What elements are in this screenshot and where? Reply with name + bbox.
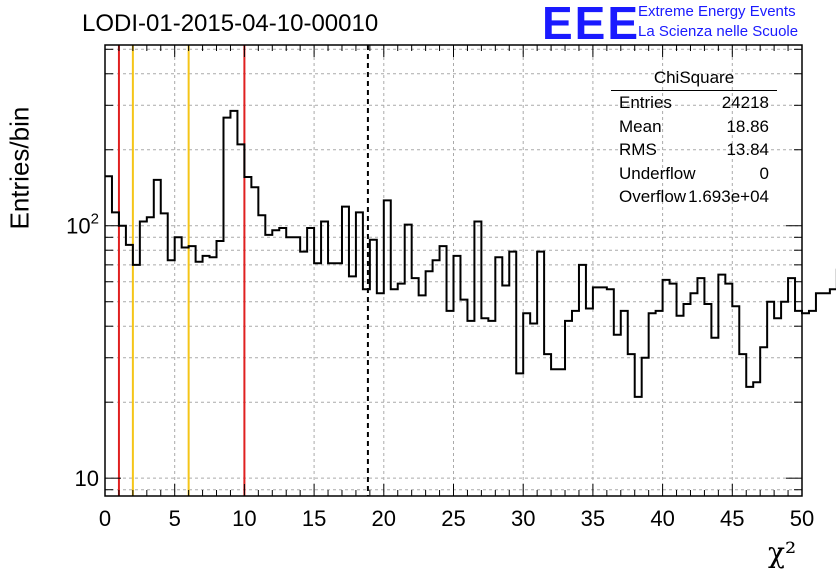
x-tick-label: 5 <box>169 506 181 531</box>
stats-value: 1.693e+04 <box>688 187 769 206</box>
x-axis-label: χ² <box>768 536 797 569</box>
stats-value: 13.84 <box>726 140 769 159</box>
y-tick-label: 10 <box>75 466 99 491</box>
x-tick-label: 50 <box>790 506 814 531</box>
x-tick-label: 25 <box>441 506 465 531</box>
stats-label: Entries <box>619 93 672 112</box>
stats-row-underflow: Underflow 0 <box>611 162 777 186</box>
stats-value: 18.86 <box>726 116 769 136</box>
x-tick-label: 35 <box>581 506 605 531</box>
stats-row-mean: Mean 18.86 <box>611 115 777 139</box>
stats-value: 24218 <box>721 93 769 112</box>
stats-label: Overflow <box>619 187 687 206</box>
x-tick-label: 40 <box>650 506 674 531</box>
stats-box: ChiSquare Entries 24218 Mean 18.86 RMS 1… <box>611 66 777 209</box>
x-tick-label: 15 <box>302 506 326 531</box>
stats-value: 0 <box>759 163 769 183</box>
stats-row-rms: RMS 13.84 <box>611 138 777 162</box>
logo-subtitle-1: Extreme Energy Events <box>638 3 796 20</box>
stats-row-entries: Entries 24218 <box>611 91 777 115</box>
y-axis-label: Entries/bin <box>4 106 35 230</box>
y-axis-label-wrap: Entries/bin <box>4 106 35 230</box>
x-tick-label: 45 <box>720 506 744 531</box>
x-tick-label: 0 <box>99 506 111 531</box>
y-tick-label: 102 <box>66 211 99 239</box>
x-tick-label: 10 <box>232 506 256 531</box>
stats-row-overflow: Overflow 1.693e+04 <box>611 185 777 209</box>
stats-box-name: ChiSquare <box>611 66 777 91</box>
histogram-series <box>105 109 836 398</box>
chart-title: LODI-01-2015-04-10-00010 <box>82 10 379 37</box>
stats-label: RMS <box>619 140 657 159</box>
stats-label: Mean <box>619 116 662 136</box>
stats-label: Underflow <box>619 163 696 183</box>
logo-subtitle-2: La Scienza nelle Scuole <box>638 23 799 40</box>
x-tick-label: 30 <box>511 506 535 531</box>
x-tick-label: 20 <box>372 506 396 531</box>
eee-logo: EEE <box>542 0 641 49</box>
